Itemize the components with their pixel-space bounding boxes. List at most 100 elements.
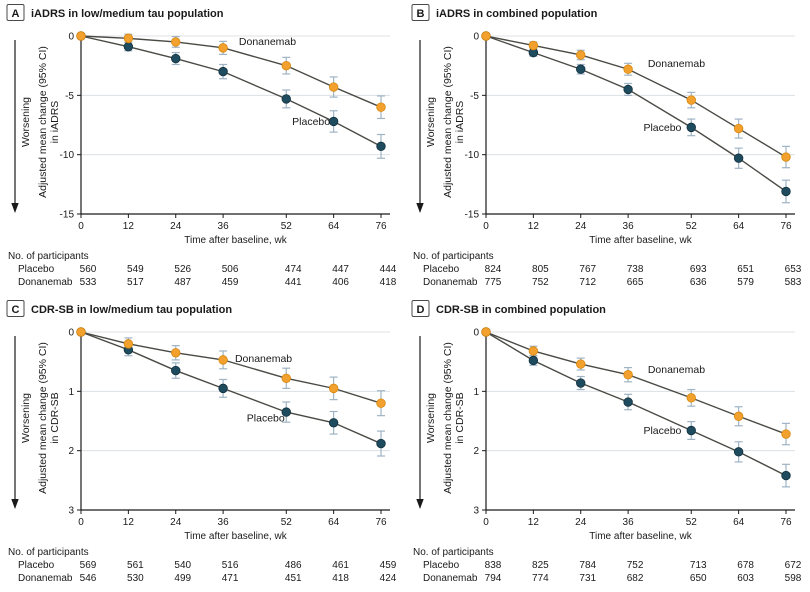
y-axis-title-line1: Adjusted mean change (95% CI) — [442, 46, 454, 198]
panel-title: CDR-SB in low/medium tau population — [31, 304, 232, 316]
participants-count: 486 — [285, 560, 302, 571]
participants-count: 794 — [485, 573, 502, 584]
participants-count: 636 — [690, 277, 707, 288]
participants-row-label: Placebo — [423, 264, 460, 275]
data-point-placebo — [686, 425, 696, 436]
worsening-arrowhead-icon — [416, 203, 424, 213]
y-axis-title-line2: in CDR-SB — [49, 392, 61, 443]
data-point-donanemab — [76, 31, 86, 41]
data-point-placebo — [376, 141, 386, 152]
series-label-placebo: Placebo — [643, 425, 681, 437]
data-point-donanemab — [76, 327, 86, 337]
data-point-donanemab — [281, 373, 291, 383]
y-tick-label: -10 — [465, 150, 480, 161]
x-tick-label: 12 — [528, 517, 540, 528]
data-point-donanemab — [218, 43, 228, 53]
data-point-placebo — [733, 153, 744, 163]
series-label-placebo: Placebo — [247, 413, 285, 425]
participants-count: 461 — [332, 560, 349, 571]
data-point-placebo — [218, 383, 228, 394]
x-tick-label: 52 — [686, 517, 698, 528]
x-tick-label: 0 — [483, 517, 489, 528]
participants-row-label: Placebo — [18, 560, 55, 571]
x-tick-label: 0 — [78, 221, 84, 232]
participants-count: 561 — [127, 560, 144, 571]
data-point-donanemab — [123, 33, 134, 44]
panel-letter-box — [411, 4, 430, 21]
participants-row-label: Donanemab — [18, 277, 73, 288]
panel-letter-box — [6, 300, 25, 317]
series-label-placebo: Placebo — [292, 116, 330, 128]
x-tick-label: 0 — [483, 221, 489, 232]
panel-d: D CDR-SB in combined population Worsening A… — [411, 300, 802, 584]
x-tick-label: 24 — [575, 517, 587, 528]
series-line-placebo — [80, 35, 382, 147]
participants-count: 775 — [485, 277, 502, 288]
participants-count: 487 — [174, 277, 191, 288]
data-point-placebo — [281, 94, 291, 104]
y-tick-label: -5 — [470, 91, 479, 102]
y-axis-title-line1: Adjusted mean change (95% CI) — [442, 342, 454, 494]
data-point-placebo — [328, 418, 339, 428]
participants-count: 752 — [627, 560, 644, 571]
data-point-donanemab — [481, 327, 491, 337]
participants-count: 838 — [485, 560, 502, 571]
participants-row-label: Placebo — [18, 264, 55, 275]
participants-count: 499 — [174, 573, 191, 584]
participants-count: 569 — [80, 560, 97, 571]
data-point-donanemab — [686, 393, 696, 403]
data-point-placebo — [781, 470, 791, 481]
panel-letter: C — [12, 304, 20, 316]
y-axis-title-line2: in iADRS — [454, 101, 466, 144]
y-tick-label: 3 — [473, 506, 479, 517]
x-tick-label: 52 — [686, 221, 698, 232]
participants-row-label: Donanemab — [423, 277, 478, 288]
y-tick-label: -15 — [60, 210, 75, 221]
participants-count: 506 — [222, 264, 239, 275]
participants-count: 693 — [690, 264, 707, 275]
participants-count: 526 — [174, 264, 191, 275]
data-point-donanemab — [281, 60, 291, 71]
participants-count: 672 — [785, 560, 802, 571]
data-point-donanemab — [528, 40, 539, 51]
y-tick-label: 1 — [68, 387, 74, 398]
participants-count: 650 — [690, 573, 707, 584]
y-tick-label: 0 — [68, 32, 74, 43]
participants-count: 583 — [785, 277, 802, 288]
data-point-donanemab — [171, 37, 181, 47]
participants-count: 682 — [627, 573, 644, 584]
data-point-placebo — [376, 438, 386, 449]
data-point-placebo — [218, 66, 228, 77]
panel-letter: D — [417, 304, 425, 316]
data-point-donanemab — [733, 411, 744, 421]
worsening-label: Worsening — [425, 393, 437, 443]
data-point-placebo — [281, 407, 291, 417]
participants-count: 712 — [579, 277, 596, 288]
participants-count: 549 — [127, 264, 144, 275]
participants-count: 678 — [737, 560, 754, 571]
data-point-donanemab — [623, 64, 633, 74]
x-axis-title: Time after baseline, wk — [184, 531, 287, 542]
participants-count: 713 — [690, 560, 707, 571]
x-tick-label: 24 — [575, 221, 587, 232]
participants-count: 784 — [579, 560, 596, 571]
participants-count: 418 — [332, 573, 349, 584]
data-point-donanemab — [576, 359, 586, 369]
panel-letter: A — [12, 8, 20, 20]
data-point-donanemab — [328, 82, 339, 92]
data-point-donanemab — [576, 50, 586, 60]
x-tick-label: 76 — [780, 517, 792, 528]
data-point-placebo — [576, 378, 586, 388]
series-label-donanemab: Donanemab — [235, 353, 292, 365]
participants-count: 603 — [737, 573, 754, 584]
series-label-donanemab: Donanemab — [239, 36, 296, 48]
participants-count: 424 — [380, 573, 397, 584]
panel-letter: B — [417, 8, 425, 20]
data-point-placebo — [171, 365, 181, 376]
x-tick-label: 36 — [623, 517, 635, 528]
participants-count: 471 — [222, 573, 239, 584]
y-tick-label: 2 — [473, 446, 479, 457]
data-point-donanemab — [171, 348, 181, 358]
participants-count: 444 — [380, 264, 397, 275]
worsening-label: Worsening — [20, 393, 32, 443]
